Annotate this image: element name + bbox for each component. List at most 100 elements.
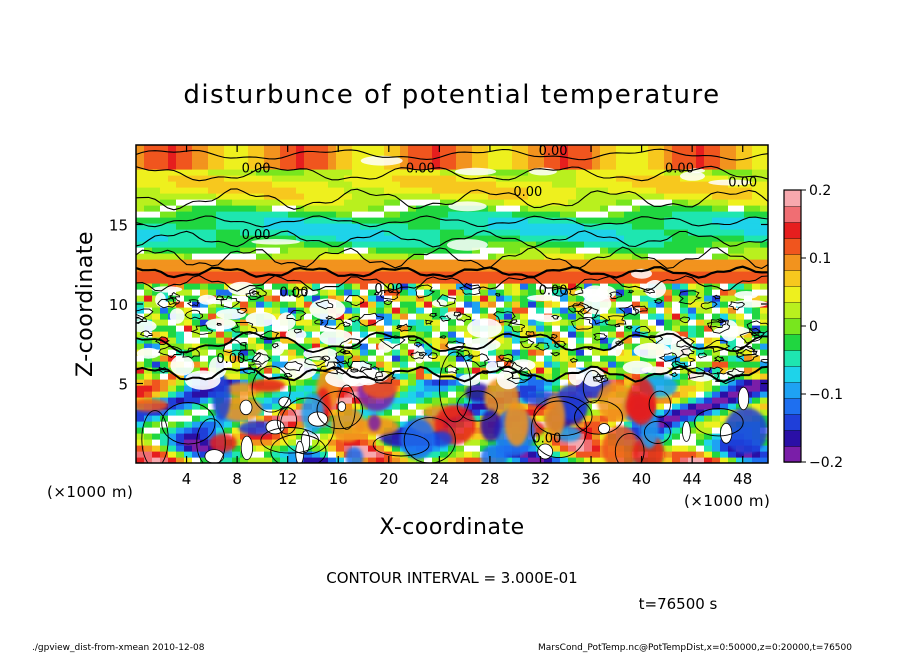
heatmap-cell xyxy=(552,157,561,164)
heatmap-cell xyxy=(544,457,553,463)
heatmap-cell xyxy=(704,217,713,224)
heatmap-cell xyxy=(320,223,329,230)
heatmap-blob xyxy=(209,433,237,453)
heatmap-cell xyxy=(248,307,257,314)
heatmap-cell xyxy=(288,427,297,434)
heatmap-cell xyxy=(760,313,768,320)
heatmap-cell xyxy=(648,301,657,308)
heatmap-cell xyxy=(320,451,329,458)
heatmap-cell xyxy=(616,253,625,260)
heatmap-cell xyxy=(544,259,553,266)
heatmap-cell xyxy=(616,367,625,374)
heatmap-cell xyxy=(344,163,353,170)
heatmap-cell xyxy=(328,169,337,176)
heatmap-cell xyxy=(280,187,289,194)
heatmap-cell xyxy=(192,187,201,194)
heatmap-cell xyxy=(416,289,425,296)
heatmap-cell xyxy=(704,181,713,188)
heatmap-cell xyxy=(424,157,433,164)
heatmap-cell xyxy=(688,379,697,386)
heatmap-cell xyxy=(696,217,705,224)
heatmap-cell xyxy=(640,295,649,302)
heatmap-cell xyxy=(688,325,697,332)
contour-line xyxy=(373,292,380,296)
heatmap-cell xyxy=(528,445,537,452)
heatmap-cell xyxy=(704,235,713,242)
heatmap-cell xyxy=(328,187,337,194)
heatmap-cell xyxy=(616,373,625,380)
heatmap-cell xyxy=(360,217,369,224)
heatmap-cell xyxy=(216,253,225,260)
heatmap-cell xyxy=(344,277,353,284)
heatmap-cell xyxy=(504,229,513,236)
heatmap-cell xyxy=(744,217,753,224)
heatmap-cell xyxy=(224,361,233,368)
heatmap-cell xyxy=(672,211,681,218)
heatmap-cell xyxy=(584,169,593,176)
heatmap-cell xyxy=(600,415,609,422)
heatmap-cell xyxy=(696,223,705,230)
heatmap-cell xyxy=(312,259,321,266)
heatmap-cell xyxy=(216,199,225,206)
heatmap-cell xyxy=(184,241,193,248)
heatmap-cell xyxy=(248,151,257,158)
heatmap-cell xyxy=(208,199,217,206)
heatmap-cell xyxy=(712,445,721,452)
heatmap-cell xyxy=(200,439,209,446)
heatmap-cell xyxy=(424,211,433,218)
heatmap-cell xyxy=(312,187,321,194)
heatmap-cell xyxy=(160,187,169,194)
heatmap-cell xyxy=(568,205,577,212)
contour-line xyxy=(136,274,768,292)
heatmap-cell xyxy=(376,319,385,326)
heatmap-blob xyxy=(238,420,274,436)
heatmap-cell xyxy=(760,223,768,230)
heatmap-cell xyxy=(184,145,193,152)
heatmap-cell xyxy=(136,367,145,374)
heatmap-cell xyxy=(536,187,545,194)
contour-line xyxy=(379,290,401,301)
heatmap-cell xyxy=(480,175,489,182)
heatmap-cell xyxy=(184,205,193,212)
heatmap-cell xyxy=(272,415,281,422)
heatmap-cell xyxy=(312,175,321,182)
heatmap-cell xyxy=(552,331,561,338)
heatmap-cell xyxy=(752,145,761,152)
heatmap-cell xyxy=(760,265,768,272)
heatmap-cell xyxy=(600,313,609,320)
heatmap-cell xyxy=(760,373,768,380)
heatmap-cell xyxy=(192,457,201,463)
heatmap-cell xyxy=(528,409,537,416)
heatmap-cell xyxy=(568,325,577,332)
heatmap-cell xyxy=(304,175,313,182)
heatmap-cell xyxy=(528,331,537,338)
heatmap-cell xyxy=(496,301,505,308)
heatmap-cell xyxy=(624,277,633,284)
heatmap-cell xyxy=(528,253,537,260)
heatmap-cell xyxy=(544,277,553,284)
heatmap-cell xyxy=(712,163,721,170)
heatmap-cell xyxy=(456,271,465,278)
heatmap-cell xyxy=(536,289,545,296)
heatmap-cell xyxy=(696,379,705,386)
heatmap-cell xyxy=(432,223,441,230)
heatmap-cell xyxy=(656,421,665,428)
heatmap-cell xyxy=(560,349,569,356)
heatmap-cell xyxy=(232,229,241,236)
heatmap-cell xyxy=(392,373,401,380)
heatmap-cell xyxy=(528,259,537,266)
heatmap-cell xyxy=(536,229,545,236)
colorbar-cell xyxy=(783,349,802,367)
heatmap-cell xyxy=(264,169,273,176)
contour-line xyxy=(339,338,363,350)
heatmap-cell xyxy=(152,247,161,254)
heatmap-core xyxy=(204,449,225,463)
contour-label: 0.00 xyxy=(665,161,694,176)
heatmap-cell xyxy=(192,223,201,230)
heatmap-cell xyxy=(448,391,457,398)
heatmap-cell xyxy=(360,181,369,188)
heatmap-cell xyxy=(136,277,145,284)
heatmap-cell xyxy=(304,241,313,248)
heatmap-cell xyxy=(720,277,729,284)
heatmap-cell xyxy=(456,349,465,356)
